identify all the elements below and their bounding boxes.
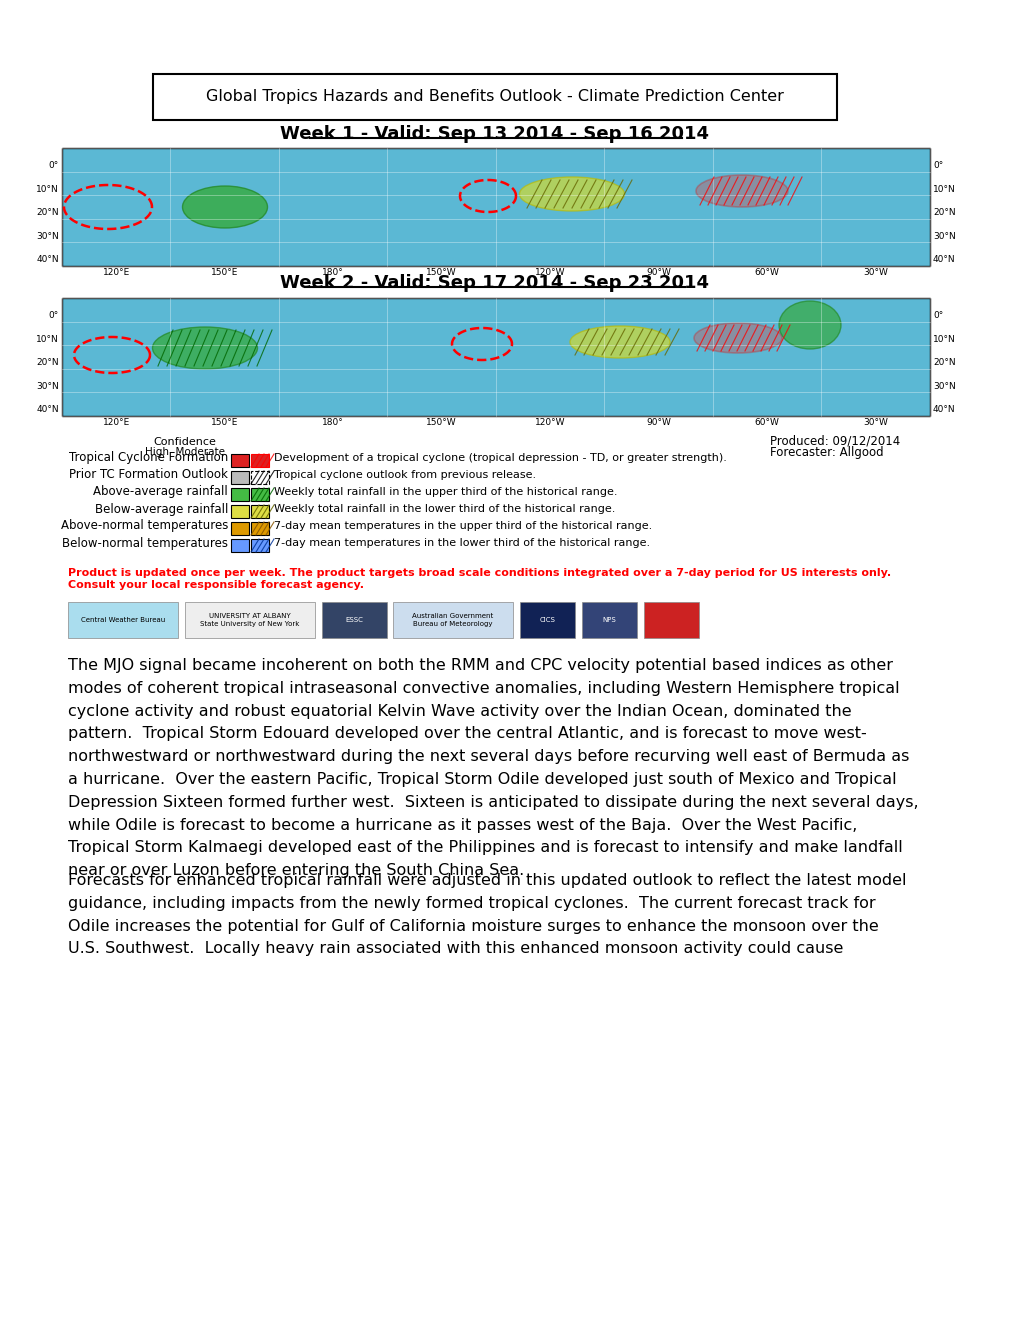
Bar bbox=[643, 602, 698, 638]
Text: CICS: CICS bbox=[539, 616, 555, 623]
Text: 0°: 0° bbox=[49, 161, 59, 170]
Text: 40°N: 40°N bbox=[932, 405, 955, 414]
Text: 20°N: 20°N bbox=[932, 358, 955, 367]
Text: Produced: 09/12/2014: Produced: 09/12/2014 bbox=[769, 436, 900, 447]
Text: 30°N: 30°N bbox=[932, 381, 955, 391]
Bar bbox=[520, 602, 575, 638]
Text: Australian Government
Bureau of Meteorology: Australian Government Bureau of Meteorol… bbox=[412, 614, 493, 627]
Bar bbox=[230, 506, 249, 517]
Text: 7-day mean temperatures in the lower third of the historical range.: 7-day mean temperatures in the lower thi… bbox=[274, 539, 649, 548]
Text: 60°W: 60°W bbox=[754, 418, 779, 426]
Text: Above-normal temperatures: Above-normal temperatures bbox=[60, 520, 228, 532]
Text: 0°: 0° bbox=[932, 161, 943, 170]
Bar bbox=[251, 539, 269, 552]
Text: Forecasts for enhanced tropical rainfall were adjusted in this updated outlook t: Forecasts for enhanced tropical rainfall… bbox=[68, 873, 906, 957]
Text: Tropical cyclone outlook from previous release.: Tropical cyclone outlook from previous r… bbox=[274, 470, 536, 480]
Ellipse shape bbox=[779, 301, 841, 348]
Text: Below-average rainfall: Below-average rainfall bbox=[95, 503, 228, 516]
Text: 10°N: 10°N bbox=[37, 335, 59, 343]
Text: 150°W: 150°W bbox=[426, 268, 457, 277]
Bar bbox=[582, 602, 637, 638]
Text: Product is updated once per week. The product targets broad scale conditions int: Product is updated once per week. The pr… bbox=[68, 568, 891, 590]
Text: 10°N: 10°N bbox=[932, 335, 955, 343]
Text: 120°W: 120°W bbox=[535, 268, 565, 277]
Bar bbox=[251, 454, 269, 467]
Text: 30°N: 30°N bbox=[37, 232, 59, 242]
Text: NPS: NPS bbox=[602, 616, 615, 623]
Text: 30°W: 30°W bbox=[862, 268, 888, 277]
Text: Global Tropics Hazards and Benefits Outlook - Climate Prediction Center: Global Tropics Hazards and Benefits Outl… bbox=[206, 90, 784, 104]
Text: 20°N: 20°N bbox=[37, 358, 59, 367]
Text: 10°N: 10°N bbox=[932, 185, 955, 194]
Bar bbox=[392, 602, 513, 638]
Text: 10°N: 10°N bbox=[37, 185, 59, 194]
Text: 7-day mean temperatures in the upper third of the historical range.: 7-day mean temperatures in the upper thi… bbox=[274, 521, 651, 531]
Bar bbox=[230, 488, 249, 502]
Text: 150°W: 150°W bbox=[426, 418, 457, 426]
Text: 60°W: 60°W bbox=[754, 268, 779, 277]
Text: 90°W: 90°W bbox=[646, 418, 671, 426]
Text: 30°N: 30°N bbox=[932, 232, 955, 242]
Text: 120°W: 120°W bbox=[535, 418, 565, 426]
Text: Forecaster: Allgood: Forecaster: Allgood bbox=[769, 446, 882, 459]
Ellipse shape bbox=[182, 186, 267, 228]
Ellipse shape bbox=[695, 176, 788, 207]
Text: ESSC: ESSC bbox=[345, 616, 363, 623]
Bar bbox=[322, 602, 386, 638]
Bar bbox=[251, 488, 269, 502]
Bar bbox=[230, 521, 249, 535]
FancyBboxPatch shape bbox=[153, 74, 837, 120]
Text: 90°W: 90°W bbox=[646, 268, 671, 277]
Text: 20°N: 20°N bbox=[37, 209, 59, 218]
Text: Development of a tropical cyclone (tropical depression - TD, or greater strength: Development of a tropical cyclone (tropi… bbox=[274, 453, 727, 463]
Text: UNIVERSITY AT ALBANY
State University of New York: UNIVERSITY AT ALBANY State University of… bbox=[200, 614, 300, 627]
Bar bbox=[230, 539, 249, 552]
Text: 150°E: 150°E bbox=[211, 268, 238, 277]
Text: Below-normal temperatures: Below-normal temperatures bbox=[62, 536, 228, 549]
Ellipse shape bbox=[153, 327, 257, 370]
Text: Tropical Cyclone Formation: Tropical Cyclone Formation bbox=[68, 451, 228, 465]
Text: Weekly total rainfall in the lower third of the historical range.: Weekly total rainfall in the lower third… bbox=[274, 504, 614, 513]
Text: Weekly total rainfall in the upper third of the historical range.: Weekly total rainfall in the upper third… bbox=[274, 487, 616, 498]
Text: 0°: 0° bbox=[932, 312, 943, 321]
Text: 20°N: 20°N bbox=[932, 209, 955, 218]
Text: Above-average rainfall: Above-average rainfall bbox=[93, 486, 228, 499]
Text: Week 1 - Valid: Sep 13 2014 - Sep 16 2014: Week 1 - Valid: Sep 13 2014 - Sep 16 201… bbox=[280, 125, 709, 143]
Bar bbox=[230, 471, 249, 484]
Text: 30°N: 30°N bbox=[37, 381, 59, 391]
Text: 40°N: 40°N bbox=[37, 256, 59, 264]
Text: 0°: 0° bbox=[49, 312, 59, 321]
Text: 150°E: 150°E bbox=[211, 418, 238, 426]
Text: Prior TC Formation Outlook: Prior TC Formation Outlook bbox=[69, 469, 228, 482]
Ellipse shape bbox=[570, 326, 669, 358]
Bar bbox=[184, 602, 315, 638]
Text: 30°W: 30°W bbox=[862, 418, 888, 426]
Text: 180°: 180° bbox=[322, 268, 343, 277]
Bar bbox=[62, 298, 929, 416]
Bar bbox=[251, 471, 269, 484]
Text: 120°E: 120°E bbox=[103, 268, 129, 277]
Text: 120°E: 120°E bbox=[103, 418, 129, 426]
Text: 40°N: 40°N bbox=[37, 405, 59, 414]
Ellipse shape bbox=[519, 177, 624, 211]
Text: Week 2 - Valid: Sep 17 2014 - Sep 23 2014: Week 2 - Valid: Sep 17 2014 - Sep 23 201… bbox=[280, 275, 709, 292]
Bar bbox=[230, 454, 249, 467]
Text: Central Weather Bureau: Central Weather Bureau bbox=[81, 616, 165, 623]
Text: High  Moderate: High Moderate bbox=[145, 447, 225, 457]
Ellipse shape bbox=[693, 323, 782, 352]
Text: 40°N: 40°N bbox=[932, 256, 955, 264]
Bar bbox=[68, 602, 178, 638]
Text: Confidence: Confidence bbox=[154, 437, 216, 447]
Bar bbox=[62, 148, 929, 267]
Bar bbox=[251, 506, 269, 517]
Bar bbox=[251, 521, 269, 535]
Text: The MJO signal became incoherent on both the RMM and CPC velocity potential base: The MJO signal became incoherent on both… bbox=[68, 657, 918, 878]
Text: 180°: 180° bbox=[322, 418, 343, 426]
